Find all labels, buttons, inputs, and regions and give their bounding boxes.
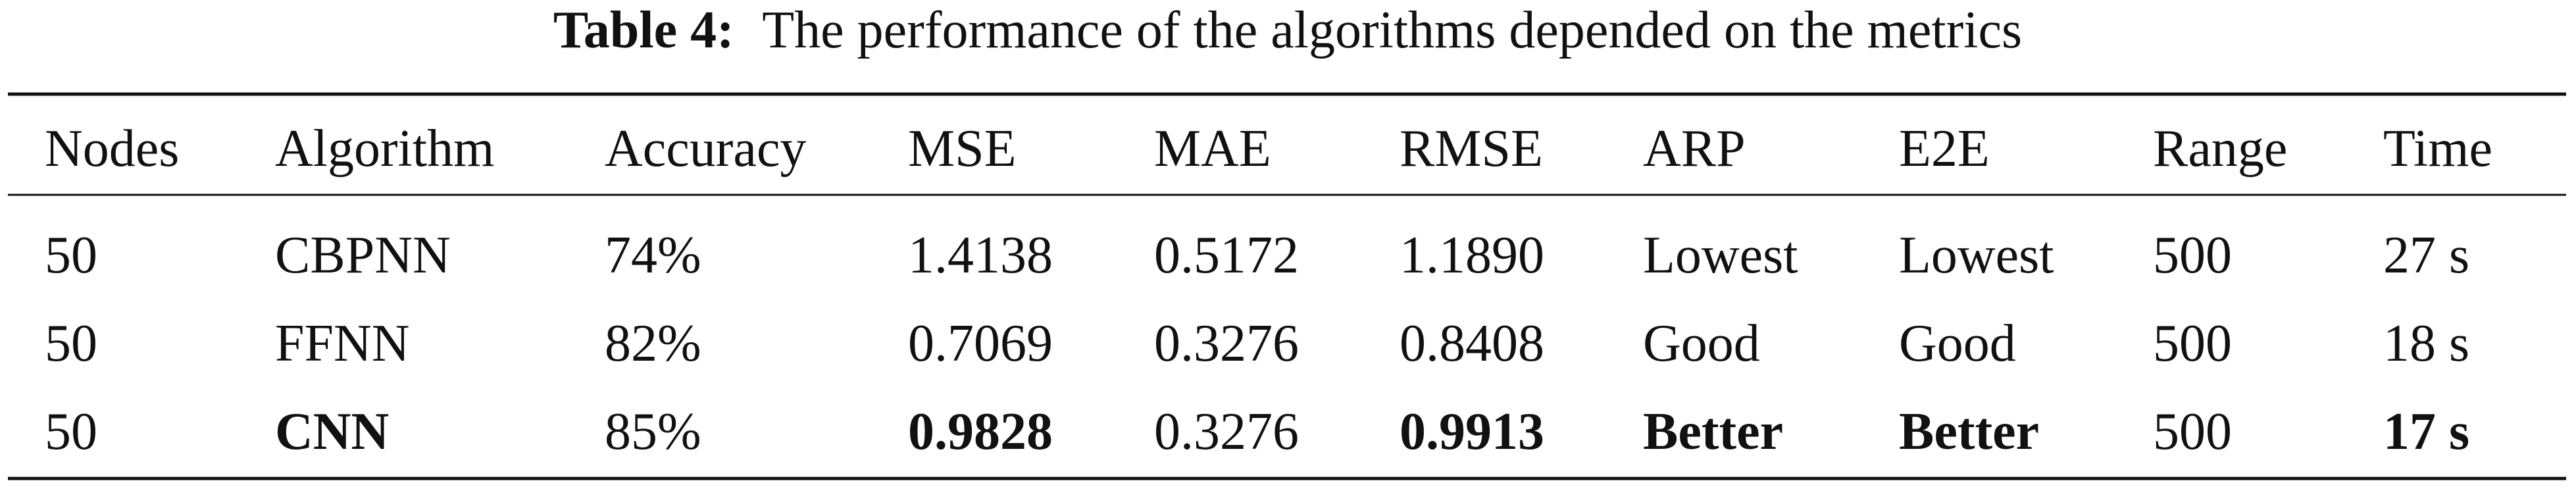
- table-cell: 85%: [605, 403, 701, 461]
- header-cell: E2E: [1899, 120, 1990, 178]
- table-cell: 82%: [605, 315, 701, 373]
- table-cell: 27 s: [2383, 226, 2469, 284]
- table-cell: 0.5172: [1154, 226, 1299, 284]
- table-cell: 17 s: [2383, 403, 2469, 461]
- table-cell: 1.4138: [908, 226, 1053, 284]
- table-cell: 18 s: [2383, 315, 2469, 373]
- table-cell: 0.7069: [908, 315, 1053, 373]
- table-cell: 0.9913: [1400, 403, 1544, 461]
- header-cell: Range: [2153, 120, 2287, 178]
- table-cell: Lowest: [1643, 226, 1798, 284]
- table-cell: 50: [45, 315, 97, 373]
- table-cell: 0.3276: [1154, 403, 1299, 461]
- header-cell: Time: [2383, 120, 2492, 178]
- caption: Table 4: The performance of the algorith…: [553, 1, 2022, 59]
- table-cell: CBPNN: [275, 226, 451, 284]
- table-cell: Lowest: [1899, 226, 2054, 284]
- table-cell: 74%: [605, 226, 701, 284]
- header-cell: MAE: [1154, 120, 1271, 178]
- table-cell: 0.3276: [1154, 315, 1299, 373]
- table-cell: Better: [1643, 403, 1783, 461]
- table-cell: 50: [45, 226, 97, 284]
- table-cell: 500: [2153, 226, 2232, 284]
- table-cell: 500: [2153, 403, 2232, 461]
- table-cell: Better: [1899, 403, 2039, 461]
- table-cell: Good: [1899, 315, 2016, 373]
- header-cell: Algorithm: [275, 120, 494, 178]
- header-cell: Accuracy: [605, 120, 806, 178]
- caption-label: Table 4:: [553, 1, 734, 59]
- table-cell: 50: [45, 403, 97, 461]
- table-cell: FFNN: [275, 315, 410, 373]
- caption-text: The performance of the algorithms depend…: [762, 1, 2022, 59]
- header-cell: RMSE: [1400, 120, 1543, 178]
- table-cell: 1.1890: [1400, 226, 1544, 284]
- header-cell: Nodes: [45, 120, 179, 178]
- table-cell: CNN: [275, 403, 389, 461]
- table-cell: 500: [2153, 315, 2232, 373]
- header-cell: MSE: [908, 120, 1017, 178]
- table-cell: Good: [1643, 315, 1760, 373]
- header-cell: ARP: [1643, 120, 1746, 178]
- table-cell: 0.8408: [1400, 315, 1544, 373]
- table-cell: 0.9828: [908, 403, 1053, 461]
